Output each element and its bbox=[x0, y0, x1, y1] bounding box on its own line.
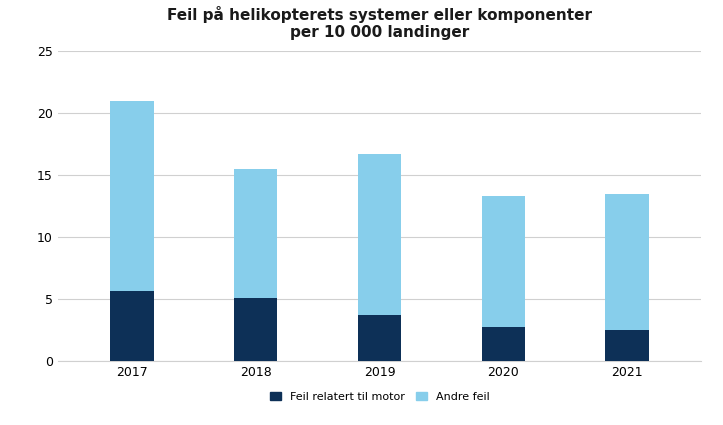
Title: Feil på helikopterets systemer eller komponenter
per 10 000 landinger: Feil på helikopterets systemer eller kom… bbox=[167, 6, 592, 40]
Bar bbox=[605, 330, 649, 361]
Bar bbox=[358, 315, 401, 361]
Bar bbox=[605, 194, 649, 330]
Bar bbox=[111, 291, 154, 361]
Bar bbox=[234, 169, 278, 298]
Bar bbox=[358, 154, 401, 315]
Bar bbox=[482, 326, 525, 361]
Bar bbox=[482, 196, 525, 326]
Bar bbox=[234, 298, 278, 361]
Legend: Feil relatert til motor, Andre feil: Feil relatert til motor, Andre feil bbox=[266, 389, 493, 405]
Bar bbox=[111, 101, 154, 291]
